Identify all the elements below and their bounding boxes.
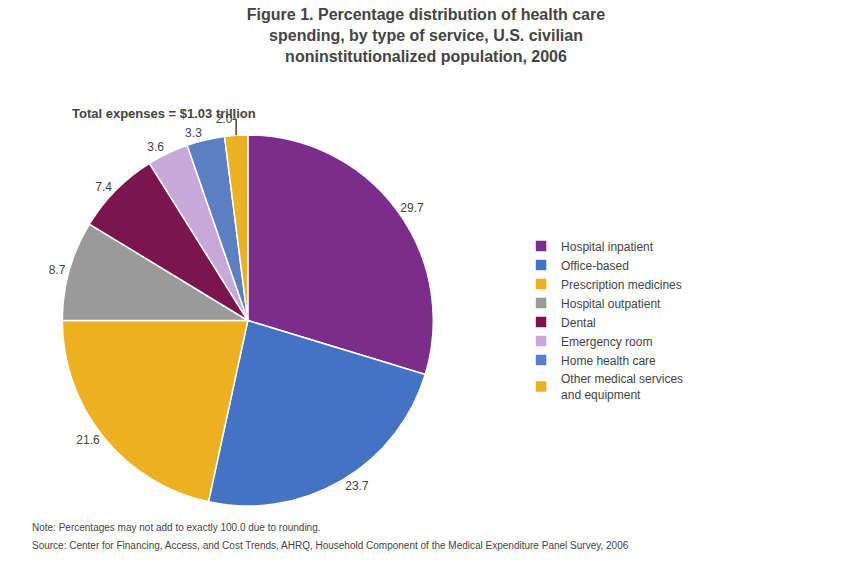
svg-text:Prescription medicines: Prescription medicines (561, 278, 682, 292)
svg-text:Other medical servicesand equi: Other medical servicesand equipment (561, 372, 683, 402)
svg-text:2.0: 2.0 (216, 112, 233, 126)
svg-text:Figure 1. Percentage distribut: Figure 1. Percentage distribution of hea… (247, 6, 605, 65)
svg-text:29.7: 29.7 (400, 201, 424, 215)
svg-text:23.7: 23.7 (345, 479, 369, 493)
svg-text:Total expenses = $1.03 trillio: Total expenses = $1.03 trillion (72, 106, 256, 121)
svg-text:Hospital outpatient: Hospital outpatient (561, 297, 661, 311)
svg-text:Note: Percentages may not add: Note: Percentages may not add to exactly… (32, 522, 321, 533)
svg-text:8.7: 8.7 (49, 263, 66, 277)
svg-text:3.6: 3.6 (147, 140, 164, 154)
svg-text:Dental: Dental (561, 316, 596, 330)
svg-text:Office-based: Office-based (561, 259, 629, 273)
svg-text:7.4: 7.4 (95, 180, 112, 194)
svg-text:Emergency room: Emergency room (561, 335, 652, 349)
svg-text:3.3: 3.3 (185, 126, 202, 140)
svg-text:Source: Center for Financing,: Source: Center for Financing, Access, an… (32, 540, 629, 551)
svg-text:Home health care: Home health care (561, 354, 656, 368)
svg-text:21.6: 21.6 (76, 433, 100, 447)
svg-text:Hospital inpatient: Hospital inpatient (561, 240, 654, 254)
